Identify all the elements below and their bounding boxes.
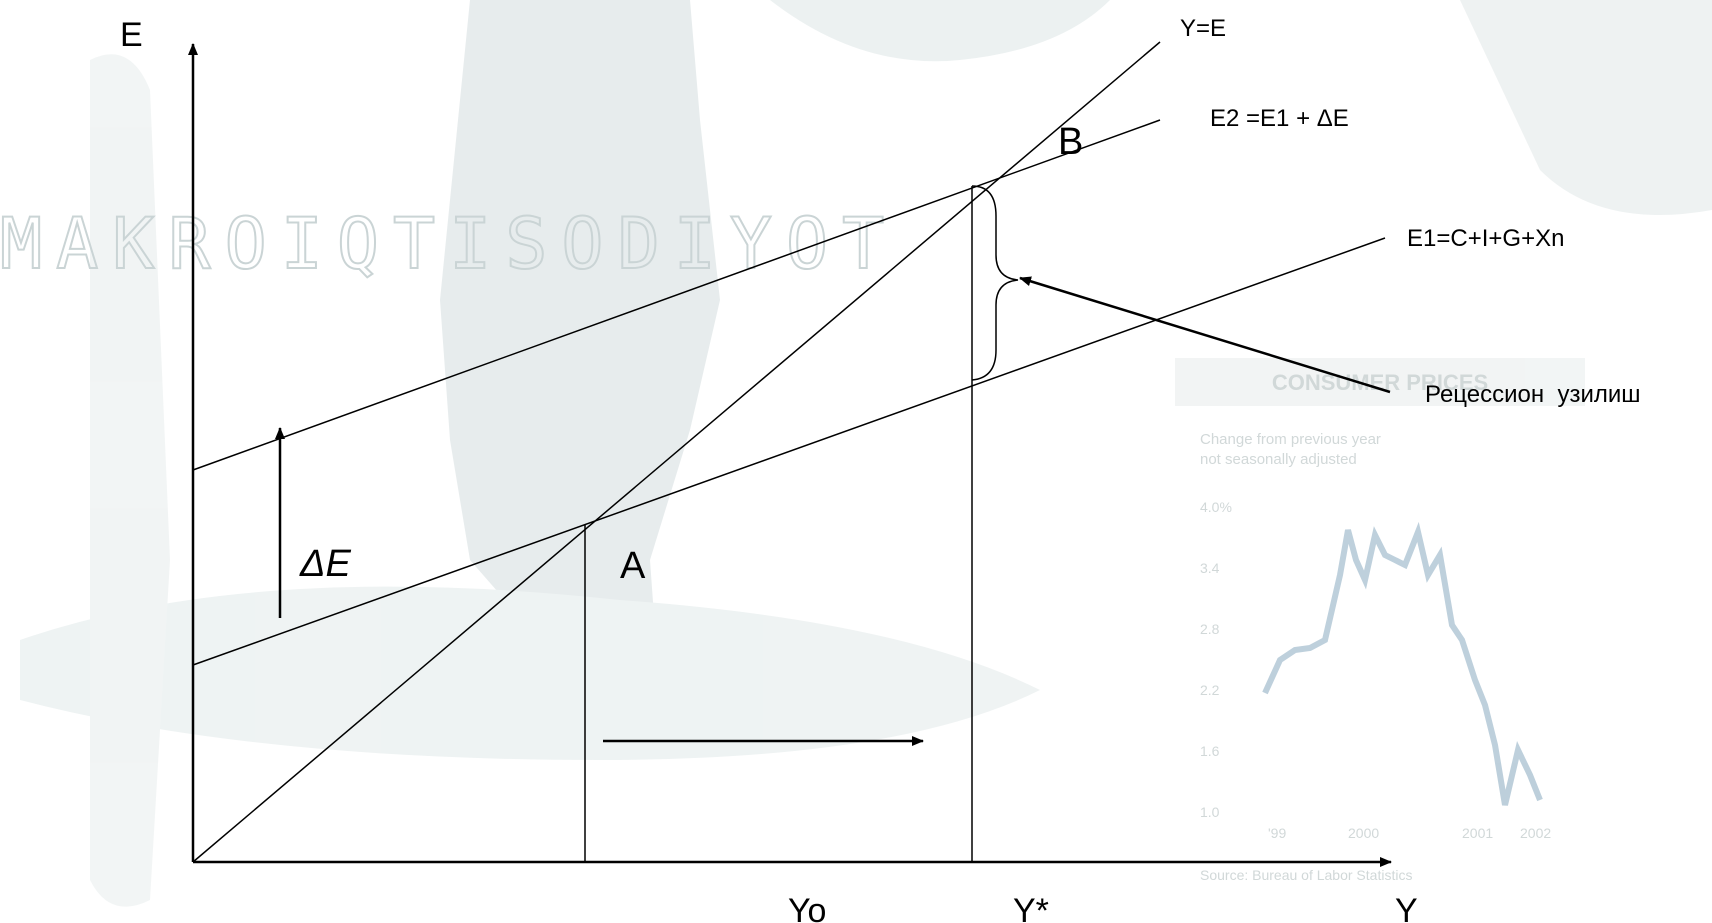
inset-y-tick: 1.6 (1200, 743, 1220, 759)
inset-chart: CONSUMER PRICES Change from previous yea… (1175, 358, 1585, 883)
delta-e-label: ΔE (299, 543, 351, 585)
line-e2 (192, 119, 1161, 471)
point-b-label: B (1058, 121, 1083, 163)
inset-x-tick: '99 (1268, 825, 1286, 841)
label-y-equals-e: Y=E (1180, 15, 1226, 42)
platform-shape (20, 586, 1040, 760)
y-axis-label: E (120, 16, 143, 54)
recession-gap-label: Рецессион узилиш (1425, 381, 1641, 408)
recession-gap-brace (971, 185, 1019, 381)
line-e1 (192, 237, 1386, 666)
inset-y-ticks: 4.0% 3.4 2.8 2.2 1.6 1.0 (1200, 499, 1232, 820)
label-e2: E2 =E1 + ΔE (1210, 105, 1349, 132)
inset-y-tick: 4.0% (1200, 499, 1232, 515)
label-e1: E1=C+I+G+Xn (1407, 225, 1564, 252)
inset-x-tick: 2000 (1348, 825, 1379, 841)
figure-silhouette (440, 0, 720, 740)
column-shape (90, 54, 170, 907)
inset-x-tick: 2001 (1462, 825, 1493, 841)
point-a-label: A (620, 545, 646, 587)
inset-source: Source: Bureau of Labor Statistics (1200, 867, 1412, 883)
inset-title-band (1175, 358, 1585, 406)
inset-price-line (1262, 521, 1543, 806)
inset-title: CONSUMER PRICES (1272, 370, 1488, 395)
inset-y-tick: 2.8 (1200, 621, 1220, 637)
inset-subtitle-1: Change from previous year (1200, 431, 1381, 448)
mark-ystar: Y* (1013, 892, 1049, 923)
inset-y-tick: 3.4 (1200, 560, 1220, 576)
gap-pointer-arrow (1019, 276, 1391, 394)
globe-shape (770, 0, 1110, 62)
inset-subtitle-2: not seasonally adjusted (1200, 451, 1357, 468)
inset-y-tick: 2.2 (1200, 682, 1220, 698)
inset-x-tick: 2002 (1520, 825, 1551, 841)
corner-shape (1460, 0, 1712, 215)
inset-x-ticks: '99 2000 2001 2002 (1268, 825, 1551, 841)
mark-yo: Yo (788, 892, 826, 923)
x-axis-label: Y (1395, 892, 1418, 923)
watermark-word: MAKROIQTISODIYOT (0, 203, 898, 285)
inset-y-tick: 1.0 (1200, 804, 1220, 820)
